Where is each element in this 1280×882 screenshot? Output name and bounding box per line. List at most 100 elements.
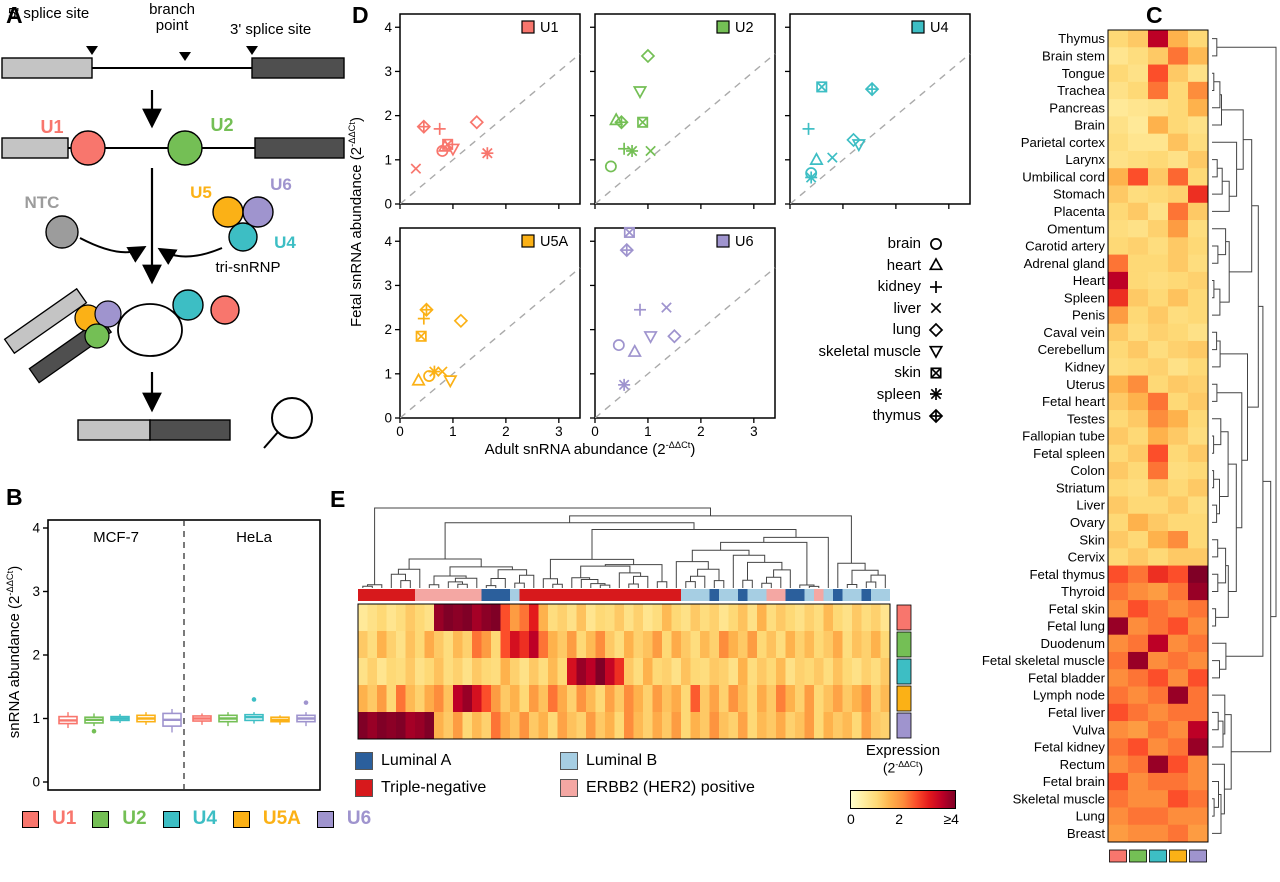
heatmap-cell — [519, 604, 529, 631]
legend-tissue-spleen: spleen — [758, 384, 946, 406]
splice-site-marker — [179, 52, 191, 61]
heatmap-cell — [500, 712, 510, 739]
heatmap-cell — [633, 604, 643, 631]
panel-a-label-1: branch — [149, 1, 195, 18]
heatmap-cell — [415, 685, 425, 712]
heatmap-cell — [700, 631, 710, 658]
heatmap-cell — [453, 604, 463, 631]
tissue-label-Vulva: Vulva — [1073, 722, 1106, 737]
heatmap-cell — [500, 631, 510, 658]
subtype-cell-LA — [861, 589, 871, 601]
heatmap-cell — [671, 712, 681, 739]
heatmap-cell — [1188, 64, 1208, 83]
heatmap-cell — [462, 712, 472, 739]
heatmap-cell — [1168, 617, 1188, 636]
heatmap-cell — [529, 604, 539, 631]
heatmap-cell — [586, 685, 596, 712]
heatmap-cell — [1168, 790, 1188, 808]
heatmap-cell — [1108, 703, 1128, 722]
point-liver — [410, 163, 422, 174]
heatmap-cell — [1148, 531, 1168, 549]
heatmap-cell — [548, 604, 558, 631]
heatmap-cell — [738, 631, 748, 658]
heatmap-cell — [1168, 47, 1188, 65]
series-chip-label: U2 — [735, 20, 754, 36]
point-thymus — [614, 115, 629, 130]
heatmap-cell — [776, 604, 786, 631]
heatmap-cell — [814, 604, 824, 631]
heatmap-cell — [1148, 323, 1168, 342]
heatmap-cell — [529, 631, 539, 658]
point-skeletal_muscle — [443, 375, 458, 389]
heatmap-cell — [1168, 133, 1188, 152]
heatmap-cell — [1188, 686, 1208, 705]
heatmap-cell — [367, 712, 377, 739]
plot-border — [789, 13, 971, 205]
symbol-triangle — [928, 257, 944, 271]
scatter-U1: 0 1 2 3 4 U1 — [384, 13, 581, 212]
heatmap-cell — [358, 685, 368, 712]
panel-d-x-axis-label: Adult snRNA abundance (2-ΔΔCt) — [400, 440, 780, 458]
heatmap-cell — [567, 658, 577, 685]
heatmap-cell — [1188, 565, 1208, 584]
heatmap-cell — [795, 631, 805, 658]
panel-d-x-axis-label-text: Adult snRNA abundance — [484, 441, 649, 458]
point-heart — [627, 343, 642, 357]
heatmap-cell — [1188, 237, 1208, 255]
heatmap-cell — [1108, 444, 1128, 463]
heatmap-cell — [757, 604, 767, 631]
legend-tissue-thymus: thymus — [758, 405, 946, 427]
heatmap-cell — [1188, 479, 1208, 497]
line-shape — [805, 172, 817, 183]
heatmap-cell — [1188, 427, 1208, 446]
path-shape — [419, 302, 434, 317]
scale-tick-2: 2 — [895, 810, 904, 827]
heatmap-cell — [576, 712, 586, 739]
heatmap-cell — [386, 631, 396, 658]
path-shape — [846, 132, 861, 148]
line-shape — [930, 302, 942, 314]
heatmap-cell — [453, 685, 463, 712]
heatmap-cell — [386, 712, 396, 739]
heatmap-cell — [842, 604, 852, 631]
point-skin — [816, 81, 828, 93]
heatmap-cell — [1148, 220, 1168, 238]
heatmap-cell — [1148, 202, 1168, 221]
subtype-cell-TN — [358, 589, 368, 601]
heatmap-cell — [1168, 755, 1188, 774]
heatmap-cell — [633, 685, 643, 712]
heatmap-cell — [1108, 306, 1128, 325]
tissue-name: thymus — [872, 407, 921, 425]
heatmap-cell — [491, 712, 501, 739]
heatmap-cell — [1128, 306, 1148, 325]
heatmap-cell — [453, 658, 463, 685]
expression-scale-units: (2-ΔΔCt) — [882, 759, 924, 776]
scatter-U2: U2 — [590, 13, 776, 209]
tissue-label-Kidney: Kidney — [1065, 359, 1106, 374]
legend-tissue-kidney: kidney — [758, 276, 946, 298]
heatmap-cell — [586, 712, 596, 739]
heatmap-cell — [1148, 772, 1168, 791]
heatmap-cell — [728, 685, 738, 712]
path-shape — [469, 115, 484, 130]
heatmap-cell — [1128, 202, 1148, 221]
heatmap-cell — [662, 712, 672, 739]
heatmap-cell — [1128, 427, 1148, 446]
point-spleen — [805, 171, 818, 184]
heatmap-cell — [738, 685, 748, 712]
subtype-cell-LA — [785, 589, 795, 601]
heatmap-cell — [576, 685, 586, 712]
point-heart — [809, 152, 824, 165]
square-x-icon — [930, 367, 942, 379]
heatmap-cell — [1128, 686, 1148, 705]
heatmap-cell — [424, 712, 434, 739]
heatmap-cell — [852, 685, 862, 712]
heatmap-cell — [1108, 479, 1128, 497]
heatmap-cell — [1108, 600, 1128, 618]
heatmap-cell — [719, 658, 729, 685]
subtype-legend-item-luminalA: Luminal A — [355, 752, 560, 770]
heatmap-cell — [567, 631, 577, 658]
heatmap-cell — [662, 604, 672, 631]
heatmap-cell — [1128, 254, 1148, 273]
heatmap-cell — [1148, 703, 1168, 722]
